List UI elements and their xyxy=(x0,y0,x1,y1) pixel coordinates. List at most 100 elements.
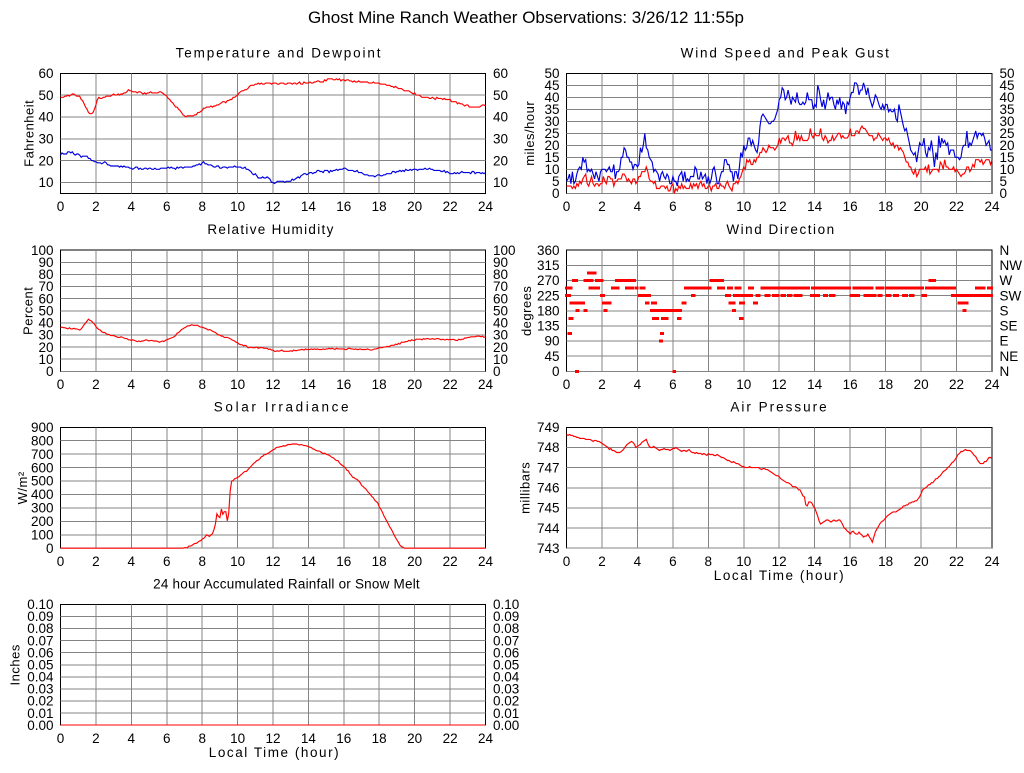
svg-text:8: 8 xyxy=(198,377,206,392)
svg-text:6: 6 xyxy=(669,199,677,214)
svg-text:Local Time (hour): Local Time (hour) xyxy=(714,568,845,583)
svg-text:0.06: 0.06 xyxy=(27,645,53,660)
svg-text:0: 0 xyxy=(46,364,54,379)
svg-text:22: 22 xyxy=(949,554,964,569)
svg-text:2: 2 xyxy=(598,199,606,214)
svg-text:15: 15 xyxy=(1000,150,1015,165)
svg-text:degrees: degrees xyxy=(519,286,534,336)
svg-text:14: 14 xyxy=(807,199,823,214)
svg-text:10: 10 xyxy=(230,731,245,746)
svg-text:14: 14 xyxy=(807,377,823,392)
svg-text:12: 12 xyxy=(265,377,280,392)
svg-text:22: 22 xyxy=(949,199,964,214)
svg-text:0: 0 xyxy=(57,554,65,569)
svg-text:N: N xyxy=(1000,364,1010,379)
svg-text:270: 270 xyxy=(537,273,560,288)
svg-text:Ghost Mine Ranch Weather Obser: Ghost Mine Ranch Weather Observations: 3… xyxy=(308,8,744,27)
svg-text:0: 0 xyxy=(563,377,571,392)
svg-text:24: 24 xyxy=(984,377,1000,392)
svg-text:14: 14 xyxy=(301,554,317,569)
svg-text:25: 25 xyxy=(544,126,559,141)
svg-text:749: 749 xyxy=(537,420,560,435)
svg-text:10: 10 xyxy=(38,352,53,367)
svg-text:0.10: 0.10 xyxy=(493,597,519,612)
svg-text:0.08: 0.08 xyxy=(27,621,53,636)
svg-text:18: 18 xyxy=(372,731,387,746)
svg-text:miles/hour: miles/hour xyxy=(522,101,537,166)
svg-text:16: 16 xyxy=(843,377,858,392)
svg-text:0: 0 xyxy=(563,199,571,214)
svg-text:0.03: 0.03 xyxy=(27,682,53,697)
svg-text:747: 747 xyxy=(537,460,560,475)
svg-text:700: 700 xyxy=(31,447,54,462)
svg-text:0: 0 xyxy=(46,541,54,556)
svg-text:22: 22 xyxy=(443,554,458,569)
svg-text:2: 2 xyxy=(92,731,100,746)
svg-text:8: 8 xyxy=(705,199,713,214)
svg-text:0: 0 xyxy=(552,364,560,379)
svg-text:25: 25 xyxy=(1000,126,1015,141)
svg-text:10: 10 xyxy=(493,352,508,367)
svg-text:22: 22 xyxy=(949,377,964,392)
svg-text:746: 746 xyxy=(537,480,560,495)
svg-text:14: 14 xyxy=(301,199,317,214)
svg-text:12: 12 xyxy=(265,199,280,214)
svg-text:18: 18 xyxy=(372,377,387,392)
svg-text:0.01: 0.01 xyxy=(493,706,519,721)
svg-text:4: 4 xyxy=(128,731,136,746)
svg-text:6: 6 xyxy=(163,554,171,569)
svg-text:W/m²: W/m² xyxy=(15,471,30,504)
svg-text:500: 500 xyxy=(31,474,54,489)
svg-text:NE: NE xyxy=(1000,349,1019,364)
svg-text:24: 24 xyxy=(478,199,494,214)
svg-text:6: 6 xyxy=(669,377,677,392)
svg-text:0.00: 0.00 xyxy=(493,718,519,733)
svg-text:30: 30 xyxy=(1000,114,1015,129)
svg-text:10: 10 xyxy=(544,162,559,177)
svg-text:20: 20 xyxy=(544,138,559,153)
svg-text:Percent: Percent xyxy=(21,287,36,335)
svg-text:16: 16 xyxy=(336,554,351,569)
svg-text:60: 60 xyxy=(493,291,508,306)
svg-text:8: 8 xyxy=(198,199,206,214)
svg-text:180: 180 xyxy=(537,303,560,318)
svg-text:50: 50 xyxy=(1000,66,1015,81)
svg-text:24: 24 xyxy=(478,554,494,569)
svg-text:50: 50 xyxy=(493,88,508,103)
svg-text:0.02: 0.02 xyxy=(493,694,519,709)
svg-text:Fahrenheit: Fahrenheit xyxy=(22,100,37,167)
svg-text:18: 18 xyxy=(878,377,893,392)
svg-text:2: 2 xyxy=(92,377,100,392)
svg-text:24: 24 xyxy=(984,554,1000,569)
svg-text:40: 40 xyxy=(1000,90,1015,105)
svg-text:N: N xyxy=(1000,243,1010,258)
svg-text:100: 100 xyxy=(31,528,54,543)
svg-text:60: 60 xyxy=(493,66,508,81)
svg-text:0.08: 0.08 xyxy=(493,621,519,636)
svg-text:0.06: 0.06 xyxy=(493,645,519,660)
svg-text:NW: NW xyxy=(1000,258,1023,273)
svg-text:40: 40 xyxy=(493,316,508,331)
svg-text:SE: SE xyxy=(1000,319,1018,334)
svg-text:70: 70 xyxy=(493,279,508,294)
svg-text:0: 0 xyxy=(563,554,571,569)
svg-text:0.07: 0.07 xyxy=(493,633,519,648)
svg-text:0: 0 xyxy=(552,186,560,201)
svg-text:20: 20 xyxy=(407,731,422,746)
svg-text:16: 16 xyxy=(336,377,351,392)
svg-text:8: 8 xyxy=(705,377,713,392)
svg-text:18: 18 xyxy=(372,199,387,214)
svg-text:24: 24 xyxy=(478,377,494,392)
svg-text:744: 744 xyxy=(537,521,560,536)
svg-text:0.01: 0.01 xyxy=(27,706,53,721)
svg-text:0: 0 xyxy=(493,364,501,379)
svg-text:50: 50 xyxy=(493,303,508,318)
svg-text:35: 35 xyxy=(1000,102,1015,117)
svg-text:S: S xyxy=(1000,303,1009,318)
svg-text:35: 35 xyxy=(544,102,559,117)
svg-text:100: 100 xyxy=(31,243,54,258)
svg-text:6: 6 xyxy=(669,554,677,569)
svg-text:80: 80 xyxy=(493,267,508,282)
svg-text:10: 10 xyxy=(38,175,53,190)
svg-text:30: 30 xyxy=(544,114,559,129)
